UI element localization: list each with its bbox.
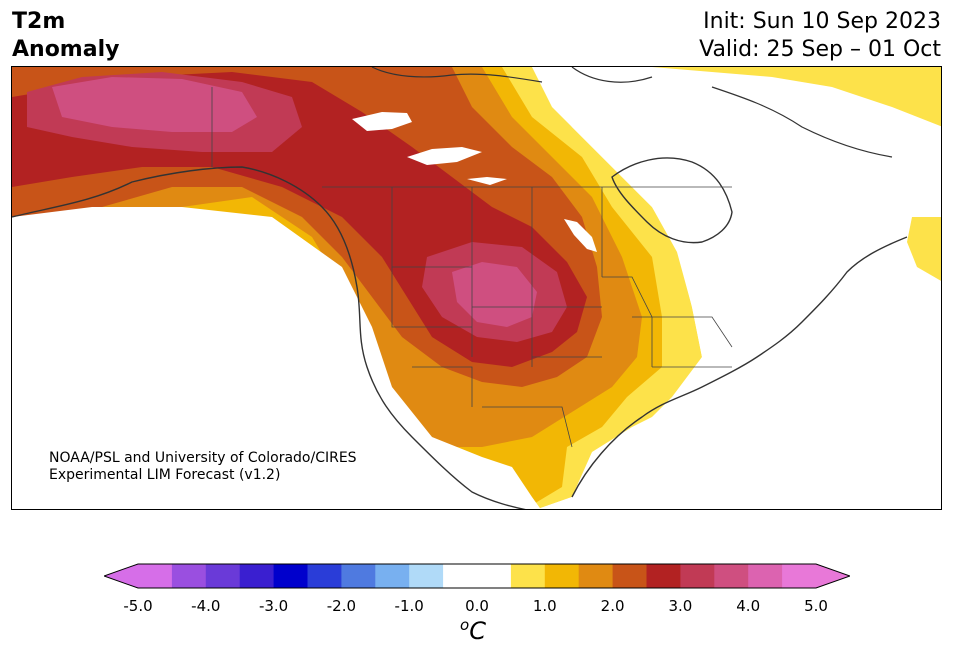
credit-text: NOAA/PSL and University of Colorado/CIRE…	[49, 450, 357, 484]
coastline-gulf	[571, 236, 908, 498]
colorbar-extend-high	[816, 564, 850, 588]
colorbar-cell	[782, 564, 817, 588]
political-borders	[211, 87, 733, 448]
neutral-region-east	[532, 67, 941, 509]
colorbar-cell	[375, 564, 410, 588]
colorbar-cell	[239, 564, 275, 588]
colorbar-cell	[307, 564, 342, 588]
colorbar-tick-label: -2.0	[326, 597, 357, 615]
colorbar-cell	[341, 564, 376, 588]
colorbar-tick-label: -4.0	[191, 597, 221, 615]
colorbar-cell	[205, 564, 241, 588]
colorbar-ticks: -5.0 -4.0 -3.0 -2.0 -1.0 0.0 1.0 2.0 3.0 4.0 5.0	[0, 597, 953, 617]
colorbar	[104, 563, 850, 589]
subtitle-label: Anomaly	[12, 37, 120, 62]
map-title: T2m Anomaly	[12, 8, 119, 64]
credit-line-2: Experimental LIM Forecast (v1.2)	[49, 467, 281, 483]
colorbar-cell	[273, 564, 308, 588]
colorbar-tick-label: 2.0	[600, 597, 625, 615]
colorbar-outline	[104, 563, 850, 589]
credit-line-1: NOAA/PSL and University of Colorado/CIRE…	[49, 450, 357, 466]
colorbar-extend-low	[104, 564, 138, 588]
anomaly-band-3.5	[52, 77, 537, 327]
colorbar-tick-label: -1.0	[394, 597, 424, 615]
anomaly-map	[12, 67, 941, 509]
valid-range: Valid: 25 Sep – 01 Oct	[699, 37, 941, 62]
colorbar-cell	[714, 564, 749, 588]
anomaly-band-arctic	[652, 67, 941, 127]
colorbar-tick-label: 3.0	[668, 597, 693, 615]
colorbar-tick-label: 4.0	[736, 597, 761, 615]
coastline	[12, 166, 526, 509]
colorbar-unit: oC	[460, 616, 486, 645]
great-slave-lake	[407, 147, 482, 165]
colorbar-cell	[612, 564, 647, 588]
colorbar-cell	[646, 564, 681, 588]
map-panel	[11, 66, 942, 510]
colorbar-cell	[748, 564, 783, 588]
colorbar-cell	[680, 564, 715, 588]
colorbar-cell	[578, 564, 614, 588]
date-info: Init: Sun 10 Sep 2023 Valid: 25 Sep – 01…	[699, 8, 941, 64]
colorbar-cell	[510, 564, 546, 588]
unit-letter: C	[469, 617, 486, 645]
lake-winnipeg	[564, 219, 597, 252]
colorbar-cell	[443, 564, 478, 588]
variable-label: T2m	[12, 9, 66, 34]
colorbar-cell	[138, 564, 173, 588]
lake-athabasca	[467, 177, 507, 185]
colorbar-cell	[477, 564, 512, 588]
init-date: Init: Sun 10 Sep 2023	[703, 9, 941, 34]
anomaly-band-labrador	[907, 217, 941, 281]
colorbar-tick-label: 1.0	[532, 597, 557, 615]
anomaly-band-3.0	[27, 72, 567, 342]
coastline-arctic	[371, 67, 893, 158]
colorbar-cell	[409, 564, 444, 588]
coastline-hudson-bay	[611, 157, 733, 244]
colorbar-tick-label: -3.0	[258, 597, 289, 615]
colorbar-tick-label: -5.0	[123, 597, 153, 615]
degree-symbol: o	[460, 616, 470, 634]
colorbar-cell	[544, 564, 580, 588]
colorbar-tick-label: 5.0	[804, 597, 828, 615]
colorbar-cell	[171, 564, 207, 588]
colorbar-tick-label: 0.0	[465, 597, 489, 615]
great-bear-lake	[352, 112, 412, 131]
